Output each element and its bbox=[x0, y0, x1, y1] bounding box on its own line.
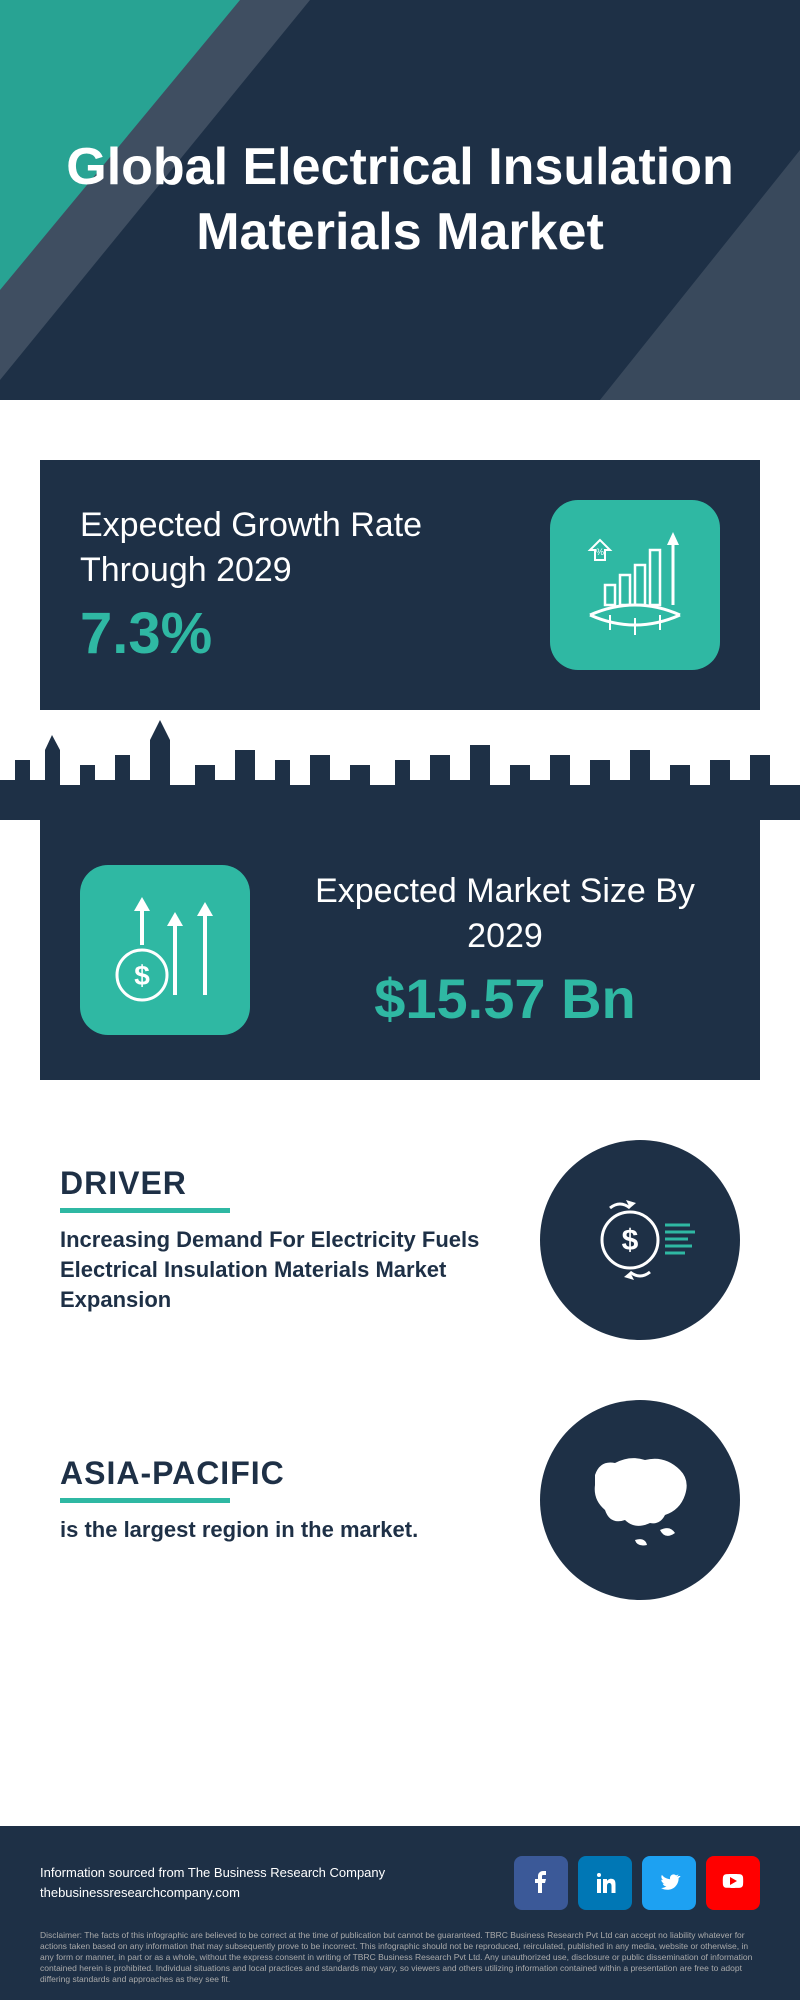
svg-text:%: % bbox=[596, 547, 604, 557]
growth-rate-section: Expected Growth Rate Through 2029 7.3% % bbox=[40, 460, 760, 710]
youtube-icon[interactable] bbox=[706, 1856, 760, 1910]
footer-section: Information sourced from The Business Re… bbox=[0, 1826, 800, 2000]
market-size-section: $ Expected Market Size By 2029 $15.57 Bn bbox=[40, 820, 760, 1080]
region-text-block: ASIA-PACIFIC is the largest region in th… bbox=[60, 1455, 500, 1545]
currency-exchange-icon: $ bbox=[540, 1140, 740, 1340]
social-icons-row bbox=[514, 1856, 760, 1910]
heading-underline bbox=[60, 1208, 230, 1213]
driver-text-block: DRIVER Increasing Demand For Electricity… bbox=[60, 1165, 500, 1314]
growth-text-block: Expected Growth Rate Through 2029 7.3% bbox=[80, 503, 550, 666]
market-text-block: Expected Market Size By 2029 $15.57 Bn bbox=[290, 869, 720, 1030]
heading-underline bbox=[60, 1498, 230, 1503]
svg-text:$: $ bbox=[134, 960, 150, 991]
skyline-decoration bbox=[0, 710, 800, 820]
growth-label: Expected Growth Rate Through 2029 bbox=[80, 503, 550, 591]
market-label: Expected Market Size By 2029 bbox=[290, 869, 720, 957]
twitter-icon[interactable] bbox=[642, 1856, 696, 1910]
header-section: Global Electrical Insulation Materials M… bbox=[0, 0, 800, 400]
market-value: $15.57 Bn bbox=[290, 966, 720, 1031]
asia-map-icon bbox=[540, 1400, 740, 1600]
region-heading: ASIA-PACIFIC bbox=[60, 1455, 500, 1492]
region-section: ASIA-PACIFIC is the largest region in th… bbox=[60, 1400, 740, 1600]
driver-body: Increasing Demand For Electricity Fuels … bbox=[60, 1225, 500, 1314]
source-line2: thebusinessresearchcompany.com bbox=[40, 1883, 385, 1903]
region-body: is the largest region in the market. bbox=[60, 1515, 500, 1545]
growth-chart-icon: % bbox=[550, 500, 720, 670]
money-arrows-icon: $ bbox=[80, 865, 250, 1035]
facebook-icon[interactable] bbox=[514, 1856, 568, 1910]
source-line1: Information sourced from The Business Re… bbox=[40, 1863, 385, 1883]
source-attribution: Information sourced from The Business Re… bbox=[40, 1863, 385, 1902]
page-title: Global Electrical Insulation Materials M… bbox=[0, 135, 800, 265]
svg-text:$: $ bbox=[622, 1224, 639, 1257]
linkedin-icon[interactable] bbox=[578, 1856, 632, 1910]
growth-value: 7.3% bbox=[80, 600, 550, 667]
footer-top-row: Information sourced from The Business Re… bbox=[40, 1856, 760, 1910]
driver-section: DRIVER Increasing Demand For Electricity… bbox=[60, 1140, 740, 1340]
driver-heading: DRIVER bbox=[60, 1165, 500, 1202]
disclaimer-text: Disclaimer: The facts of this infographi… bbox=[40, 1930, 760, 1985]
